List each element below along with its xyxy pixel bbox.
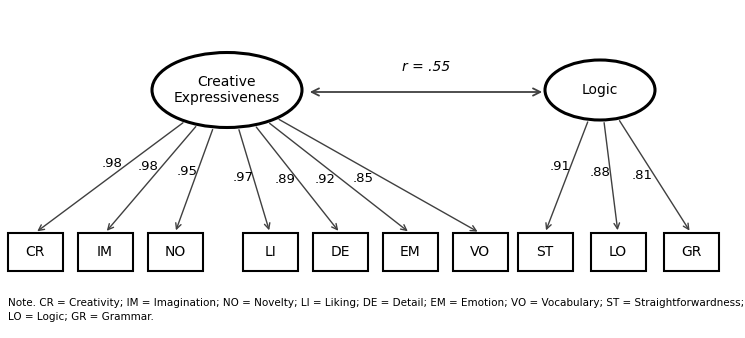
Text: .88: .88: [590, 166, 611, 178]
Text: CR: CR: [25, 245, 45, 259]
Ellipse shape: [152, 52, 302, 127]
Text: EM: EM: [399, 245, 420, 259]
FancyBboxPatch shape: [452, 233, 507, 271]
Text: DE: DE: [330, 245, 349, 259]
Text: .89: .89: [275, 173, 296, 186]
Text: LO: LO: [609, 245, 627, 259]
Text: Logic: Logic: [582, 83, 618, 97]
Text: LI: LI: [264, 245, 276, 259]
FancyBboxPatch shape: [664, 233, 718, 271]
Text: .98: .98: [101, 157, 122, 170]
Text: Creative
Expressiveness: Creative Expressiveness: [174, 75, 280, 105]
Text: .97: .97: [232, 171, 253, 184]
FancyBboxPatch shape: [312, 233, 367, 271]
Text: VO: VO: [470, 245, 490, 259]
Text: .95: .95: [177, 165, 197, 178]
FancyBboxPatch shape: [382, 233, 437, 271]
Text: GR: GR: [681, 245, 701, 259]
FancyBboxPatch shape: [591, 233, 645, 271]
Text: .85: .85: [353, 172, 374, 185]
FancyBboxPatch shape: [243, 233, 297, 271]
Text: .92: .92: [315, 173, 336, 186]
Ellipse shape: [545, 60, 655, 120]
Text: .81: .81: [632, 169, 653, 182]
Text: NO: NO: [165, 245, 186, 259]
Text: r = .55: r = .55: [402, 60, 450, 74]
Text: LO = Logic; GR = Grammar.: LO = Logic; GR = Grammar.: [8, 312, 154, 322]
FancyBboxPatch shape: [518, 233, 572, 271]
FancyBboxPatch shape: [7, 233, 63, 271]
Text: ST: ST: [536, 245, 554, 259]
FancyBboxPatch shape: [148, 233, 203, 271]
Text: IM: IM: [97, 245, 113, 259]
FancyBboxPatch shape: [77, 233, 133, 271]
Text: .91: .91: [549, 161, 570, 173]
Text: .98: .98: [138, 160, 159, 173]
Text: Note. CR = Creativity; IM = Imagination; NO = Novelty; LI = Liking; DE = Detail;: Note. CR = Creativity; IM = Imagination;…: [8, 298, 744, 308]
